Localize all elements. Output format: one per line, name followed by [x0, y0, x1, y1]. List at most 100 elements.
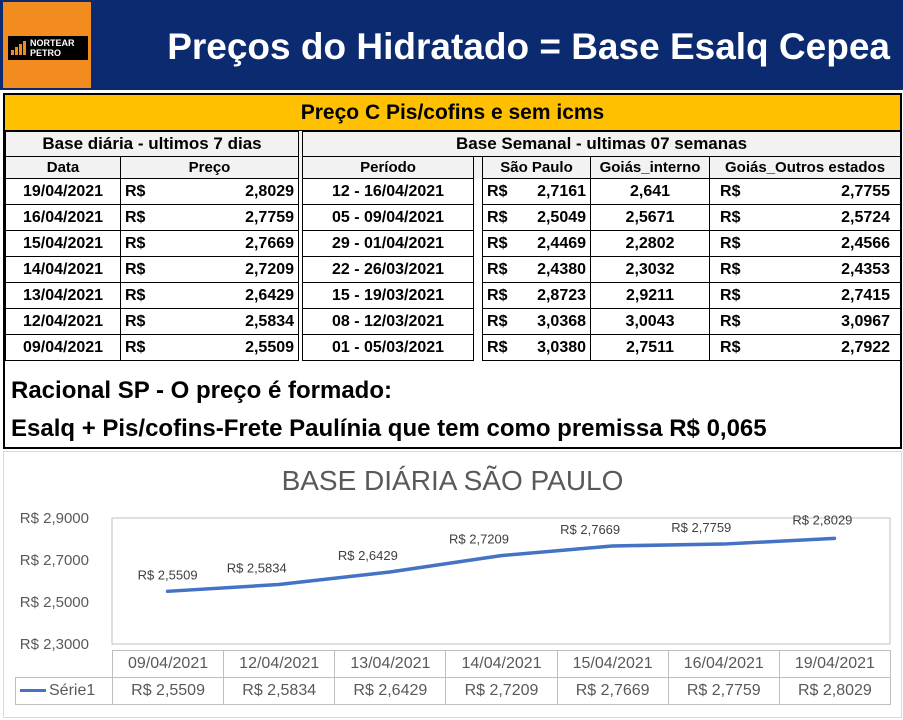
cell-periodo: 05 - 09/04/2021 [302, 204, 475, 231]
table-row: 09/04/2021 R$ 2,5509 01 - 05/03/2021 R$ 3,038… [5, 334, 902, 361]
x-tick-label: 16/04/2021 [667, 650, 780, 678]
cell-data: 19/04/2021 [5, 178, 121, 205]
data-label: R$ 2,8029 [792, 512, 852, 527]
cell-goias-interno: 2,9211 [590, 282, 711, 309]
data-label: R$ 2,7669 [560, 522, 620, 537]
data-label: R$ 2,7759 [671, 520, 731, 535]
table-subtitle: Preço C Pis/cofins e sem icms [5, 95, 900, 131]
chart-title: BASE DIÁRIA SÃO PAULO [282, 465, 624, 496]
cell-sao-paulo: R$ 2,4380 [482, 256, 592, 283]
data-point [388, 570, 392, 574]
y-tick-label: R$ 2,9000 [20, 510, 89, 527]
daily-header: Base diária - ultimos 7 dias [4, 131, 300, 157]
cell-data: 13/04/2021 [5, 282, 121, 309]
x-tick-label: 14/04/2021 [445, 650, 558, 678]
data-point [166, 589, 170, 593]
plot-area [111, 517, 891, 645]
data-point [832, 536, 836, 540]
y-tick-label: R$ 2,5000 [20, 594, 89, 611]
cell-periodo: 15 - 19/03/2021 [302, 282, 475, 309]
cell-goias-outros: R$ 3,0967 [709, 308, 902, 335]
cell-goias-interno: 3,0043 [590, 308, 711, 335]
chart-data-table: 09/04/2021 12/04/2021 13/04/2021 14/04/2021… [15, 650, 891, 705]
table-row: 12/04/2021 R$ 2,5834 08 - 12/03/2021 R$ 3,036… [5, 308, 902, 335]
weekly-header: Base Semanal - ultimas 07 semanas [302, 131, 902, 157]
x-tick-label: 13/04/2021 [334, 650, 447, 678]
cell-goias-outros: R$ 2,7922 [709, 334, 902, 361]
column-header-sao-paulo: São Paulo [482, 156, 592, 179]
cell-preco: R$ 2,5834 [119, 308, 300, 335]
daily-chart: BASE DIÁRIA SÃO PAULO R$ 2,3000 R$ 2,5000 R… [3, 451, 902, 718]
cell-data: 09/04/2021 [5, 334, 121, 361]
cell-preco: R$ 2,7759 [119, 204, 300, 231]
table-row: 16/04/2021 R$ 2,7759 05 - 09/04/2021 R$ 2,504… [5, 204, 902, 231]
table-row: 13/04/2021 R$ 2,6429 15 - 19/03/2021 R$ 2,872… [5, 282, 902, 309]
table-value: R$ 2,5834 [223, 677, 336, 705]
cell-goias-interno: 2,5671 [590, 204, 711, 231]
cell-goias-outros: R$ 2,4566 [709, 230, 902, 257]
cell-data: 12/04/2021 [5, 308, 121, 335]
data-label: R$ 2,5834 [227, 560, 287, 575]
column-header-periodo: Período [302, 156, 475, 179]
column-header-goias-interno: Goiás_interno [590, 156, 711, 179]
cell-goias-outros: R$ 2,7755 [709, 178, 902, 205]
rational-note: Racional SP - O preço é formado: Esalq +… [5, 372, 900, 448]
rational-line-1: Racional SP - O preço é formado: [11, 377, 392, 404]
line-chart: BASE DIÁRIA SÃO PAULO R$ 2,3000 R$ 2,5000 R… [20, 465, 891, 653]
cell-sao-paulo: R$ 2,8723 [482, 282, 592, 309]
cell-preco: R$ 2,7669 [119, 230, 300, 257]
table-value: R$ 2,7209 [445, 677, 558, 705]
table-row: 14/04/2021 R$ 2,7209 22 - 26/03/2021 R$ 2,438… [5, 256, 902, 283]
column-header-data: Data [5, 156, 121, 179]
table-row: 15/04/2021 R$ 2,7669 29 - 01/04/2021 R$ 2,446… [5, 230, 902, 257]
x-tick-label: 12/04/2021 [223, 650, 336, 678]
cell-periodo: 22 - 26/03/2021 [302, 256, 475, 283]
y-tick-label: R$ 2,7000 [20, 552, 89, 569]
data-point [499, 554, 503, 558]
data-point [721, 542, 725, 546]
cell-sao-paulo: R$ 2,7161 [482, 178, 592, 205]
page-header: NORTEAR PETRO Preços do Hidratado = Base… [0, 0, 903, 90]
x-tick-label: 09/04/2021 [111, 650, 225, 678]
cell-goias-interno: 2,3032 [590, 256, 711, 283]
cell-periodo: 29 - 01/04/2021 [302, 230, 475, 257]
cell-periodo: 12 - 16/04/2021 [302, 178, 475, 205]
price-table: Base diária - ultimos 7 dias Base Semana… [4, 131, 902, 361]
data-label: R$ 2,7209 [449, 532, 509, 547]
logo-text: NORTEAR PETRO [30, 38, 75, 58]
cell-sao-paulo: R$ 2,5049 [482, 204, 592, 231]
cell-data: 14/04/2021 [5, 256, 121, 283]
cell-preco: R$ 2,7209 [119, 256, 300, 283]
data-label: R$ 2,6429 [338, 548, 398, 563]
legend-entry: Série1 [15, 677, 113, 705]
data-point [610, 544, 614, 548]
cell-goias-interno: 2,641 [590, 178, 711, 205]
table-value: R$ 2,7669 [556, 677, 669, 705]
legend-line-icon [20, 689, 46, 693]
cell-preco: R$ 2,6429 [119, 282, 300, 309]
cell-data: 16/04/2021 [5, 204, 121, 231]
data-point [277, 582, 281, 586]
table-value: R$ 2,7759 [667, 677, 780, 705]
column-header-goias-outros: Goiás_Outros estados [709, 156, 902, 179]
cell-periodo: 01 - 05/03/2021 [302, 334, 475, 361]
cell-goias-interno: 2,7511 [590, 334, 711, 361]
table-value: R$ 2,8029 [778, 677, 891, 705]
cell-sao-paulo: R$ 3,0380 [482, 334, 592, 361]
cell-goias-outros: R$ 2,4353 [709, 256, 902, 283]
cell-data: 15/04/2021 [5, 230, 121, 257]
logo: NORTEAR PETRO [3, 2, 91, 88]
table-row: 19/04/2021 R$ 2,8029 12 - 16/04/2021 R$ 2,716… [5, 178, 902, 205]
cell-sao-paulo: R$ 2,4469 [482, 230, 592, 257]
price-panel: Preço C Pis/cofins e sem icms Base diári… [3, 93, 902, 449]
x-tick-label: 15/04/2021 [556, 650, 669, 678]
x-tick-label: 19/04/2021 [778, 650, 891, 678]
cell-preco: R$ 2,5509 [119, 334, 300, 361]
cell-goias-outros: R$ 2,7415 [709, 282, 902, 309]
cell-preco: R$ 2,8029 [119, 178, 300, 205]
column-header-preco: Preço [119, 156, 300, 179]
cell-periodo: 08 - 12/03/2021 [302, 308, 475, 335]
bar-chart-icon [11, 41, 27, 55]
cell-goias-interno: 2,2802 [590, 230, 711, 257]
data-label: R$ 2,5509 [138, 567, 198, 582]
